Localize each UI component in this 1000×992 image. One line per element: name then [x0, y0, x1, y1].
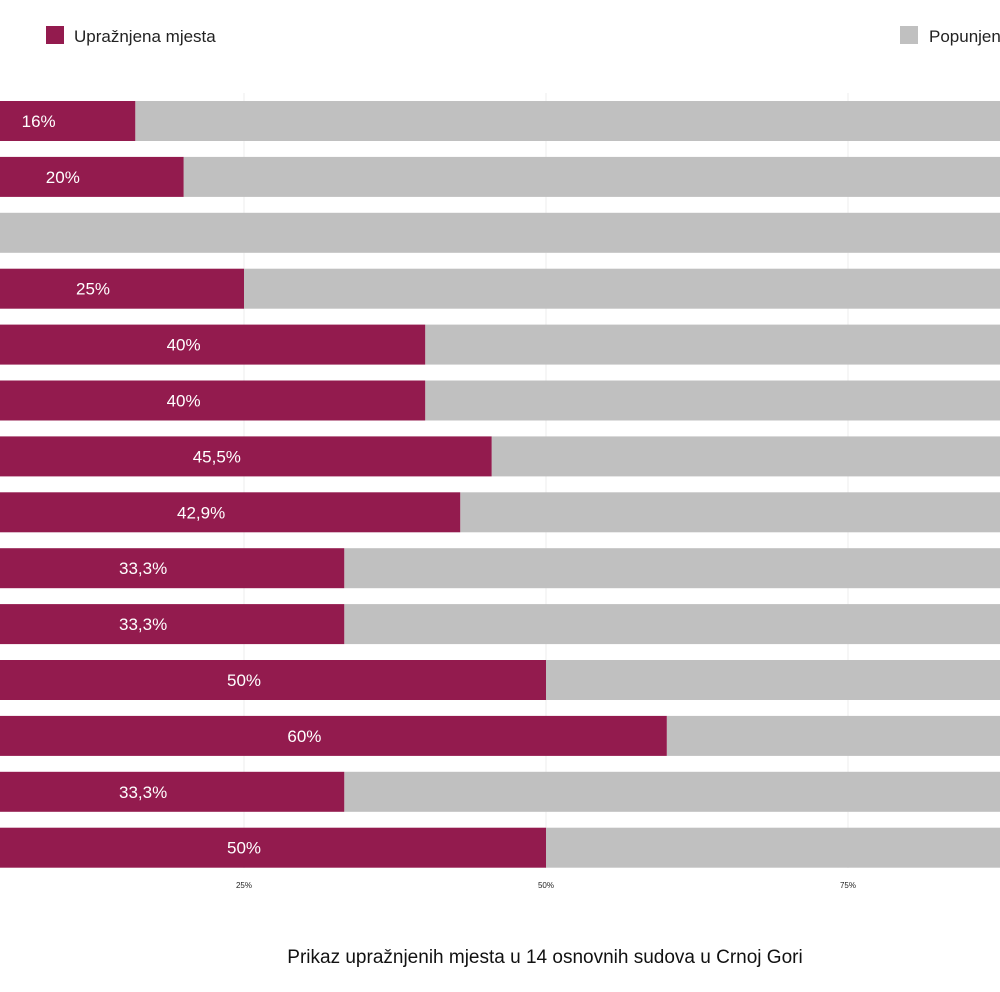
bar-filled-seats: [344, 548, 1000, 589]
bar-filled-seats: [244, 268, 1000, 309]
bar-filled-seats: [425, 380, 1000, 421]
x-tick-label: 25%: [236, 881, 252, 890]
bar-vacant-seats: [0, 548, 345, 589]
bar-filled-seats: [666, 715, 1000, 756]
bar-value-label: 40%: [167, 392, 201, 411]
bar-value-label: 50%: [227, 671, 261, 690]
bar-vacant-seats: [0, 492, 461, 533]
bar-vacant-seats: [0, 827, 546, 868]
chart-caption: Prikaz upražnjenih mjesta u 14 osnovnih …: [287, 947, 802, 968]
legend-label: Popunjena mjesta: [929, 27, 1000, 46]
bar-filled-seats: [546, 827, 1000, 868]
bar-filled-seats: [344, 604, 1000, 645]
bar-value-label: 60%: [287, 727, 321, 746]
bar-vacant-seats: [0, 436, 492, 477]
bar-labels: 16% 20% 25% 40% 40% 45,5% 42,9% 33,3% 33,3% 50% 60…: [22, 112, 322, 858]
bar-filled-seats: [0, 212, 1000, 253]
bar-value-label: 42,9%: [177, 503, 225, 522]
bar-vacant-seats: [0, 156, 184, 197]
bar-filled-seats: [546, 660, 1000, 700]
bar-filled-seats: [491, 436, 1000, 477]
bar-filled-seats: [425, 324, 1000, 365]
bar-vacant-seats: [0, 268, 244, 309]
x-tick-label: 75%: [840, 881, 856, 890]
bar-vacant-seats: [0, 660, 546, 700]
bar-filled-seats: [135, 101, 1000, 141]
legend-swatch: [46, 26, 64, 44]
bar-filled-seats: [183, 156, 1000, 197]
bar-vacant-seats: [0, 771, 345, 812]
bar-vacant-seats: [0, 101, 136, 141]
bar-value-label: 33,3%: [119, 559, 167, 578]
legend: Upražnjena mjesta Popunjena mjesta: [46, 26, 1000, 46]
bars: [0, 101, 1000, 868]
bar-value-label: 40%: [167, 336, 201, 355]
bar-filled-seats: [344, 771, 1000, 812]
bar-value-label: 50%: [227, 839, 261, 858]
x-axis-ticks: 25% 50% 75%: [236, 881, 856, 890]
x-tick-label: 50%: [538, 881, 554, 890]
bar-vacant-seats: [0, 715, 667, 756]
bar-value-label: 16%: [22, 112, 56, 131]
bar-value-label: 33,3%: [119, 615, 167, 634]
bar-vacant-seats: [0, 324, 426, 365]
bar-value-label: 33,3%: [119, 783, 167, 802]
bar-vacant-seats: [0, 604, 345, 645]
bar-value-label: 25%: [76, 280, 110, 299]
bar-filled-seats: [460, 492, 1000, 533]
bar-value-label: 20%: [46, 168, 80, 187]
bar-value-label: 45,5%: [193, 447, 241, 466]
bar-vacant-seats: [0, 380, 426, 421]
legend-label: Upražnjena mjesta: [74, 27, 216, 46]
legend-swatch: [900, 26, 918, 44]
